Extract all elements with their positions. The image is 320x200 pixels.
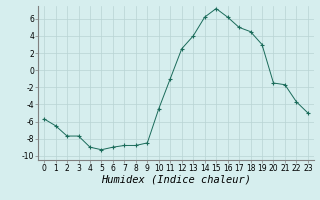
X-axis label: Humidex (Indice chaleur): Humidex (Indice chaleur)	[101, 175, 251, 185]
